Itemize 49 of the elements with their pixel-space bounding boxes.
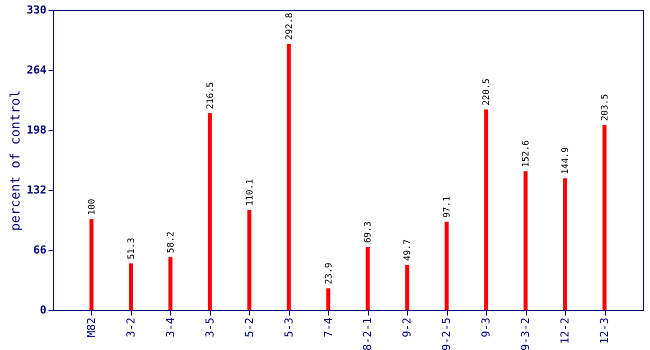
bar	[524, 171, 528, 310]
x-tick-label: 12-3	[598, 318, 612, 344]
data-label: 292.8	[284, 12, 295, 40]
x-tick-label: 12-2	[558, 318, 572, 344]
bar	[484, 110, 488, 310]
bar	[208, 113, 212, 310]
data-label: 58.2	[166, 231, 176, 254]
y-tick-label: 0	[40, 304, 46, 316]
data-label: 152.6	[522, 140, 532, 168]
x-tick-label: 3-5	[203, 318, 216, 338]
bar	[128, 263, 133, 310]
data-label: 144.9	[561, 147, 572, 174]
x-tick-label: 8-2-1	[361, 318, 374, 350]
data-label: 97.1	[442, 196, 453, 218]
x-tick-label: 7-4	[322, 317, 335, 338]
bar	[89, 219, 94, 310]
x-tick-label: 9-3	[480, 318, 493, 338]
bar	[247, 210, 252, 310]
data-label: 49.7	[403, 239, 414, 261]
data-label: 51.3	[126, 238, 137, 260]
bar	[563, 178, 568, 310]
bar	[286, 44, 291, 310]
x-tick-label: 5-2	[242, 318, 256, 338]
y-tick-label: 198	[26, 124, 46, 136]
y-axis-title: percent of control	[8, 90, 24, 231]
bar	[168, 257, 172, 310]
data-label: 110.1	[245, 178, 256, 206]
bar	[602, 125, 607, 310]
data-label: 203.5	[600, 94, 611, 121]
x-tick-label: 3-2	[124, 318, 138, 338]
data-label: 216.5	[206, 82, 216, 110]
x-tick-label: 9-2	[400, 318, 414, 338]
y-tick-label: 132	[26, 184, 46, 196]
data-label: 23.9	[324, 262, 334, 284]
data-label: 69.3	[364, 221, 374, 243]
y-tick-label: 66	[33, 244, 47, 256]
bar	[326, 288, 330, 310]
data-label: 220.5	[482, 78, 492, 106]
y-tick-label: 264	[26, 64, 47, 76]
x-tick-label: M82	[84, 318, 98, 338]
x-tick-label: 9-3-2	[519, 318, 532, 350]
x-tick-label: 3-4	[164, 317, 177, 338]
x-tick-label: 9-2-5	[440, 318, 454, 350]
y-tick-label: 330	[26, 4, 46, 16]
bar	[444, 222, 449, 310]
bar	[366, 247, 370, 310]
bar	[405, 264, 410, 310]
data-label: 100	[87, 198, 98, 216]
x-tick-label: 5-3	[282, 318, 296, 338]
